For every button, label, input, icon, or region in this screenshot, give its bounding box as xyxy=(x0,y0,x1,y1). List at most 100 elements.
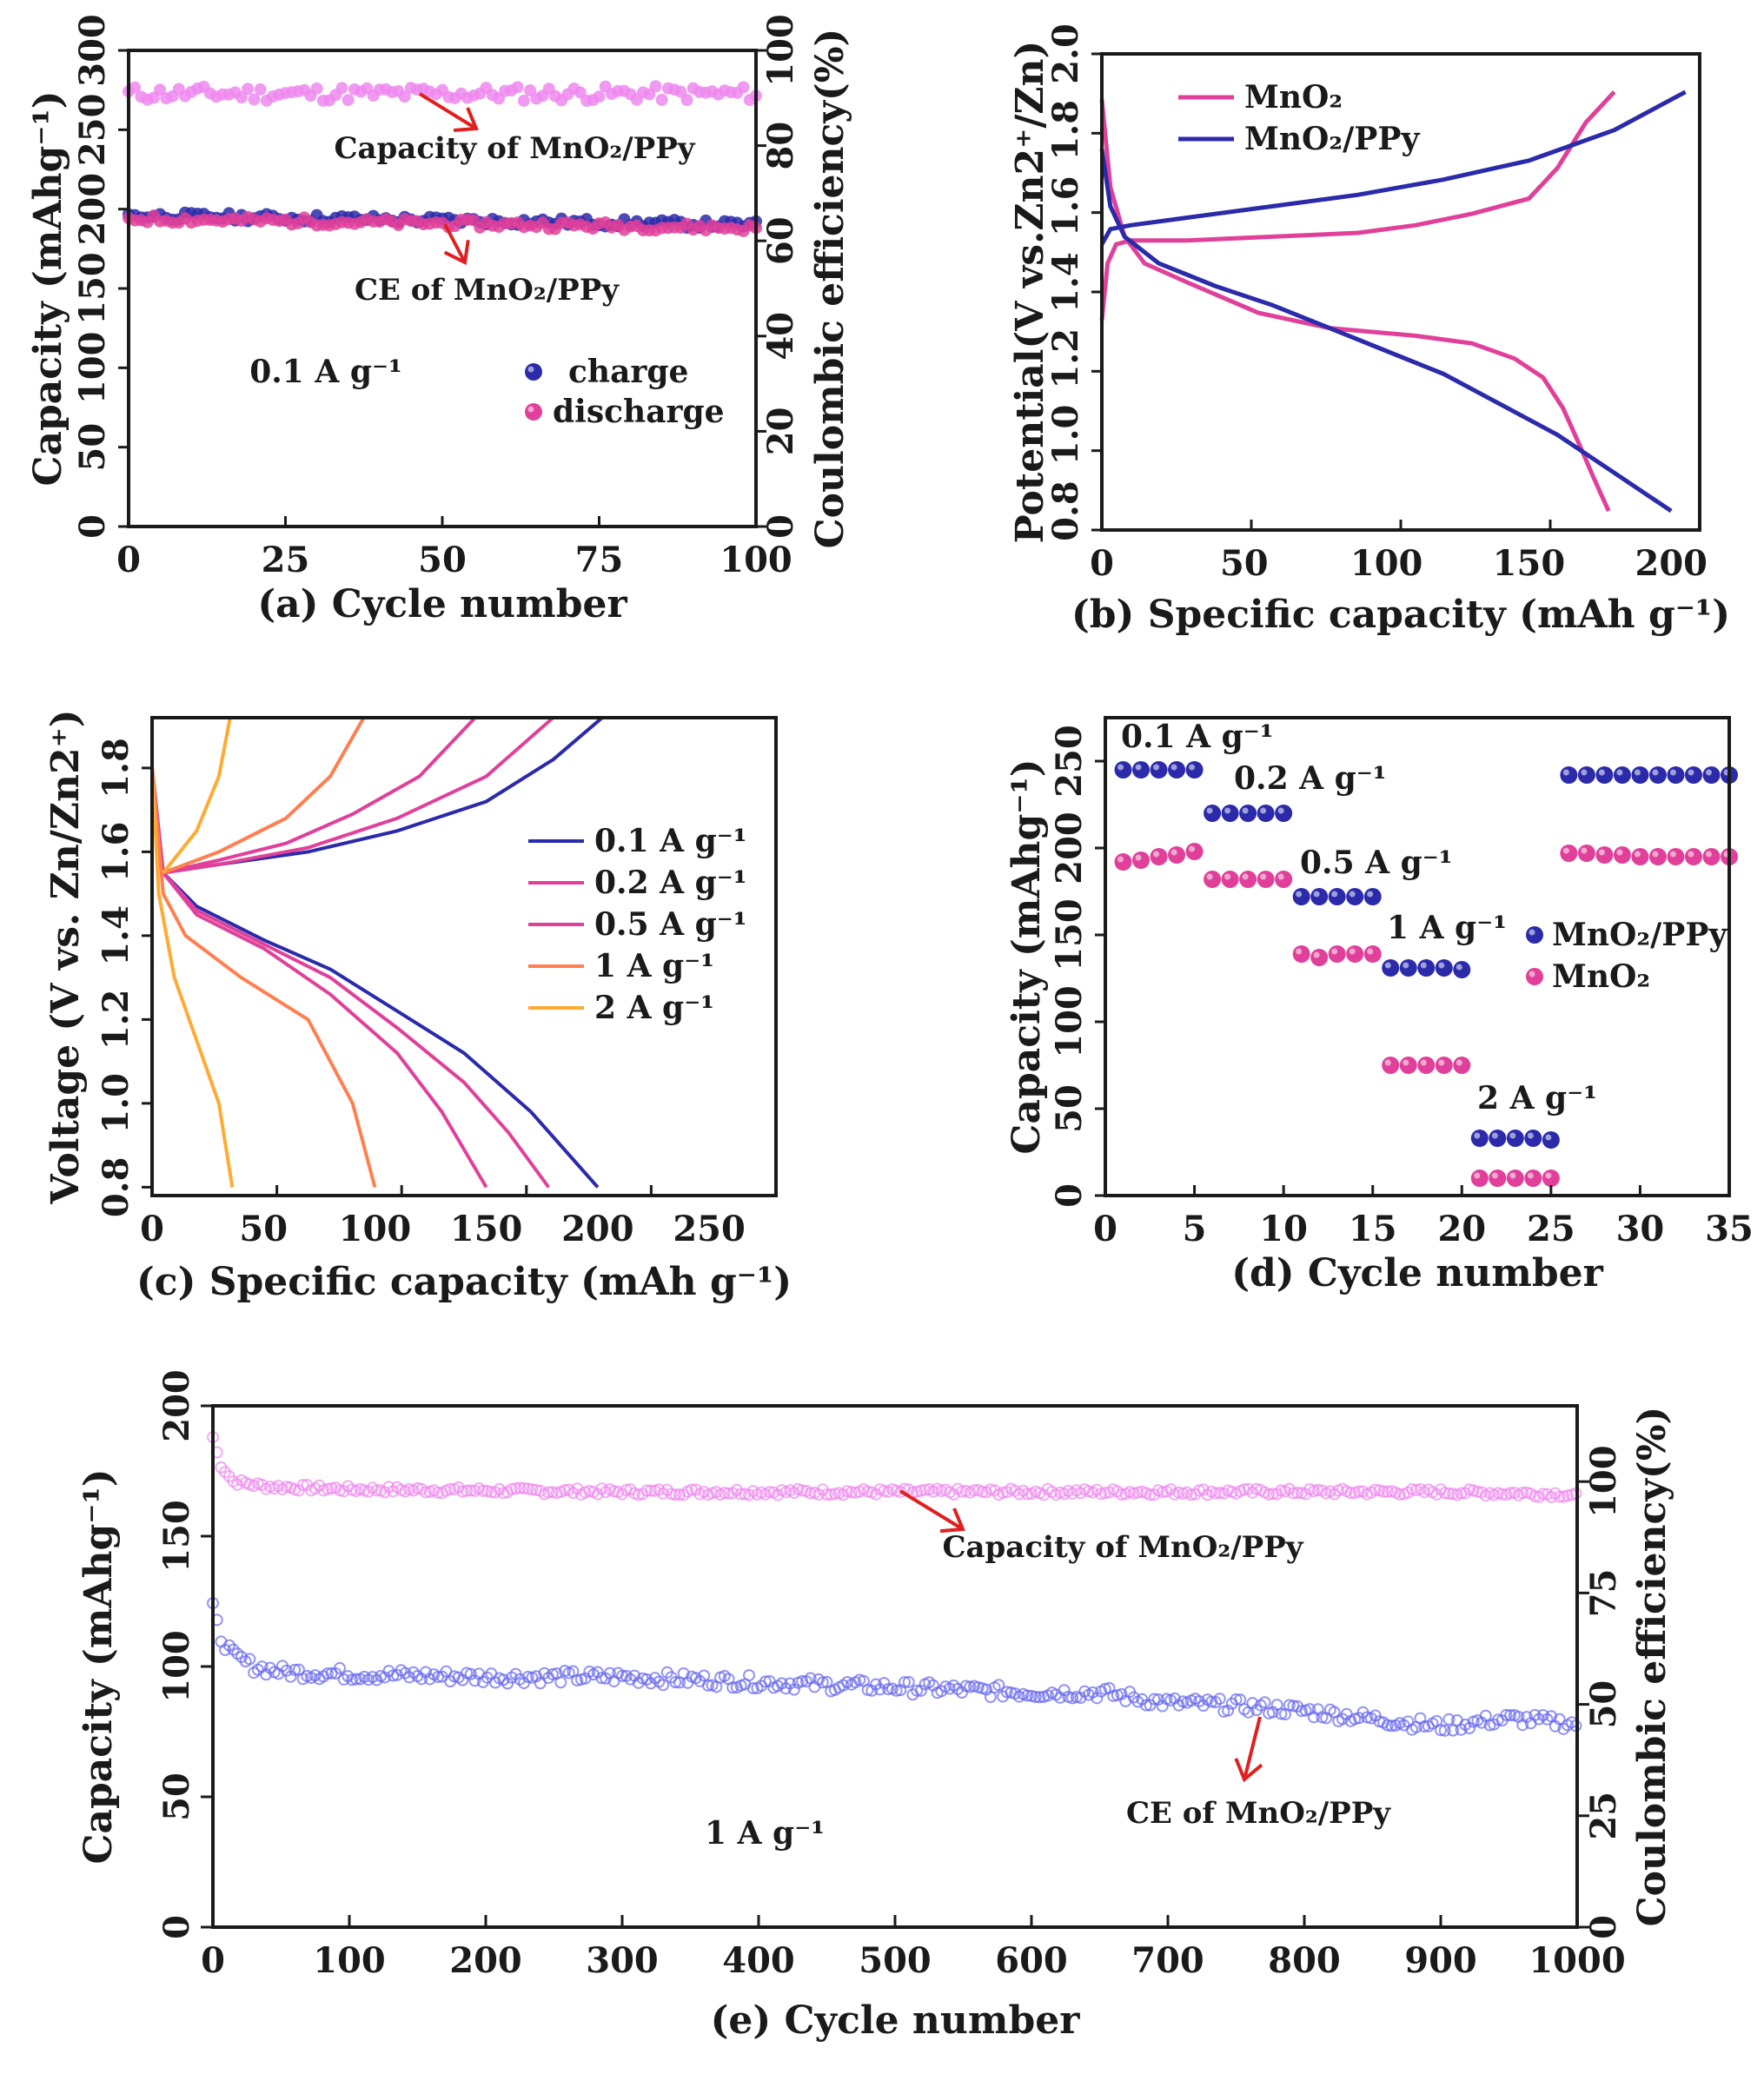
chart-b-x-tick-label: 100 xyxy=(1350,543,1423,584)
chart-e-point xyxy=(444,1482,457,1495)
marker-highlight xyxy=(1438,962,1445,969)
marker-highlight xyxy=(1384,1059,1391,1066)
chart-d-point xyxy=(1204,805,1222,822)
chart-e-point xyxy=(898,1676,911,1689)
chart-e-arrow-head xyxy=(939,1507,965,1534)
chart-e-y-tick-label: 200 xyxy=(156,1369,197,1442)
chart-e-point xyxy=(1152,1693,1165,1706)
chart-d-point xyxy=(1185,843,1204,860)
chart-a-annotation: 0.1 A g⁻¹ xyxy=(249,354,402,390)
chart-c-y-tick-label: 0.8 xyxy=(96,1157,136,1218)
chart-e-point xyxy=(399,1666,412,1680)
marker-highlight xyxy=(1509,1172,1516,1179)
chart-d-point xyxy=(1132,851,1151,869)
marker-highlight xyxy=(1581,847,1588,854)
chart-e-point xyxy=(1156,1486,1169,1499)
chart-e-point xyxy=(746,1682,759,1695)
chart-a-x-tick-label: 75 xyxy=(575,540,624,580)
chart-e-point xyxy=(1536,1708,1549,1721)
chart-d-rate-label: 1 A g⁻¹ xyxy=(1387,910,1507,946)
chart-e-x-tick-label: 400 xyxy=(722,1940,795,1981)
chart-e-point xyxy=(243,1653,256,1666)
chart-e-point xyxy=(493,1482,506,1495)
chart-a-legend-label: discharge xyxy=(553,394,725,430)
chart-d-point xyxy=(1613,766,1631,784)
marker-highlight xyxy=(1527,1172,1534,1179)
chart-e-point xyxy=(804,1487,817,1500)
chart-d-point xyxy=(1310,888,1329,905)
chart-e-point xyxy=(1148,1693,1161,1706)
chart-e-point xyxy=(657,1679,670,1692)
chart-e-point xyxy=(526,1483,539,1496)
chart-a-y2-tick-label: 0 xyxy=(760,514,801,539)
chart-a-point xyxy=(398,90,411,103)
chart-a-y2-tick-label: 80 xyxy=(760,122,801,170)
marker-highlight xyxy=(1296,948,1303,955)
chart-d-rate-label: 0.5 A g⁻¹ xyxy=(1300,845,1453,881)
chart-e-point xyxy=(521,1671,534,1684)
chart-e-point xyxy=(280,1664,293,1677)
chart-d-point xyxy=(1239,805,1257,822)
chart-e-x-tick-label: 800 xyxy=(1268,1940,1341,1981)
marker-highlight xyxy=(1367,891,1374,898)
chart-e-point xyxy=(1131,1486,1144,1499)
chart-e-point xyxy=(784,1677,797,1690)
marker-highlight xyxy=(527,406,534,413)
chart-a-arrow xyxy=(418,92,478,130)
chart-d-point xyxy=(1684,848,1702,865)
chart-e-point xyxy=(1287,1487,1300,1500)
chart-d-legend-label: MnO₂ xyxy=(1552,958,1650,995)
chart-d-point xyxy=(1648,766,1667,784)
chart-d-point xyxy=(1524,1170,1542,1187)
chart-e-point xyxy=(743,1488,756,1501)
chart-e-x-tick-label: 1000 xyxy=(1529,1940,1625,1981)
chart-e-point xyxy=(280,1481,293,1494)
chart-b-y-tick-label: 1.8 xyxy=(1045,100,1086,161)
chart-d-point xyxy=(1132,761,1151,779)
chart-a-point xyxy=(680,94,693,107)
marker-highlight xyxy=(1224,807,1231,814)
chart-e-point xyxy=(1533,1713,1546,1726)
chart-a-y-tick-label: 300 xyxy=(72,14,113,87)
chart-e-point xyxy=(227,1643,240,1656)
marker-highlight xyxy=(1562,769,1569,776)
chart-e-y2-tick-label: 75 xyxy=(1583,1569,1624,1618)
chart-d-point xyxy=(1631,766,1649,784)
chart-a-point xyxy=(517,94,530,107)
chart-e-y-tick-label: 50 xyxy=(156,1773,197,1821)
chart-e-point xyxy=(1074,1692,1087,1705)
marker-highlight xyxy=(1135,764,1142,771)
chart-e-point xyxy=(514,1673,527,1686)
marker-highlight xyxy=(1277,873,1284,880)
chart-e-point xyxy=(1435,1724,1447,1737)
chart-d-point xyxy=(1595,766,1614,784)
chart-e-point xyxy=(1000,1686,1013,1699)
chart-d-x-tick-label: 10 xyxy=(1259,1209,1308,1249)
chart-d-point xyxy=(1275,871,1293,888)
chart-c-legend-label: 1 A g⁻¹ xyxy=(594,948,714,984)
marker-highlight xyxy=(1545,1172,1552,1179)
chart-e-point xyxy=(1447,1724,1460,1737)
chart-d-point xyxy=(1417,1057,1436,1074)
chart-a-legend-label: charge xyxy=(568,354,688,390)
marker-highlight xyxy=(1598,769,1605,776)
chart-a-legend-marker xyxy=(525,403,542,421)
marker-highlight xyxy=(1474,1132,1481,1139)
marker-highlight xyxy=(1260,807,1267,814)
chart-e-point xyxy=(325,1481,338,1494)
chart-a-point xyxy=(335,82,348,95)
marker-highlight xyxy=(1456,964,1462,971)
chart-e-point xyxy=(816,1676,829,1689)
chart-c-legend-label: 0.5 A g⁻¹ xyxy=(594,906,747,943)
chart-e-point xyxy=(673,1488,686,1501)
chart-e-point xyxy=(726,1681,739,1694)
marker-highlight xyxy=(1242,873,1249,880)
chart-e-point xyxy=(865,1684,879,1697)
chart-a-annotation: CE of MnO₂/PPy xyxy=(355,273,620,308)
chart-a-arrow xyxy=(443,223,467,263)
chart-e-x-tick-label: 0 xyxy=(201,1940,225,1981)
chart-d-rate-label: 2 A g⁻¹ xyxy=(1477,1080,1597,1117)
chart-d-point xyxy=(1346,945,1364,963)
chart-e-point xyxy=(988,1484,1001,1497)
chart-e-y-tick-label: 0 xyxy=(156,1915,197,1939)
